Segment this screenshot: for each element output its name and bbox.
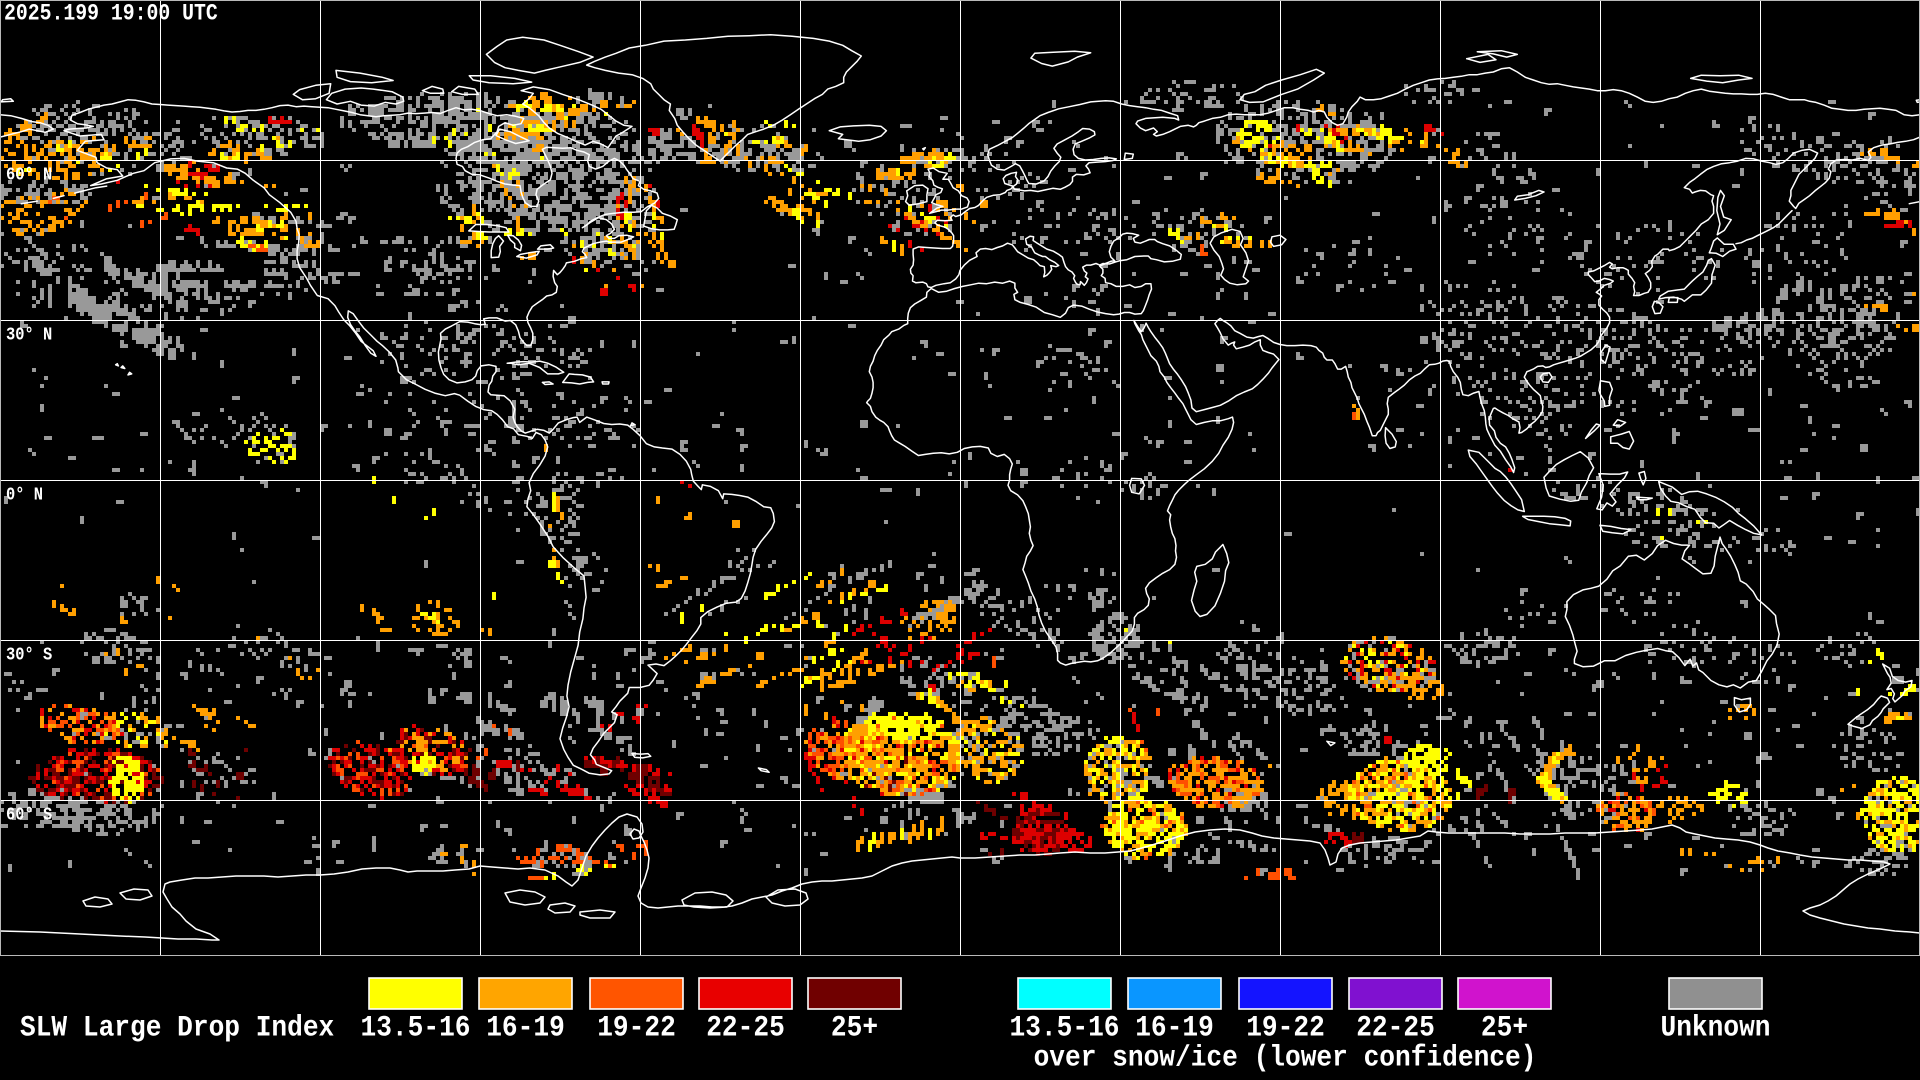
svg-text:0° N: 0° N [6,486,43,507]
svg-text:25+: 25+ [1481,1012,1528,1045]
svg-text:22-25: 22-25 [1356,1012,1435,1045]
svg-text:19-22: 19-22 [597,1012,676,1045]
svg-text:30° N: 30° N [6,326,52,347]
svg-text:16-19: 16-19 [486,1012,565,1045]
svg-text:30° S: 30° S [6,646,52,667]
svg-text:13.5-16: 13.5-16 [360,1012,470,1045]
svg-text:SLW Large Drop Index: SLW Large Drop Index [20,1012,334,1045]
svg-text:13.5-16: 13.5-16 [1009,1012,1119,1045]
svg-text:Unknown: Unknown [1660,1012,1770,1045]
svg-text:25+: 25+ [831,1012,878,1045]
svg-text:60° S: 60° S [6,806,52,827]
svg-text:60° N: 60° N [6,166,52,187]
svg-text:2025.199 19:00 UTC: 2025.199 19:00 UTC [4,0,218,27]
svg-text:19-22: 19-22 [1246,1012,1325,1045]
svg-text:16-19: 16-19 [1135,1012,1214,1045]
svg-text:over snow/ice (lower confidenc: over snow/ice (lower confidence) [1034,1042,1537,1075]
svg-text:22-25: 22-25 [706,1012,785,1045]
